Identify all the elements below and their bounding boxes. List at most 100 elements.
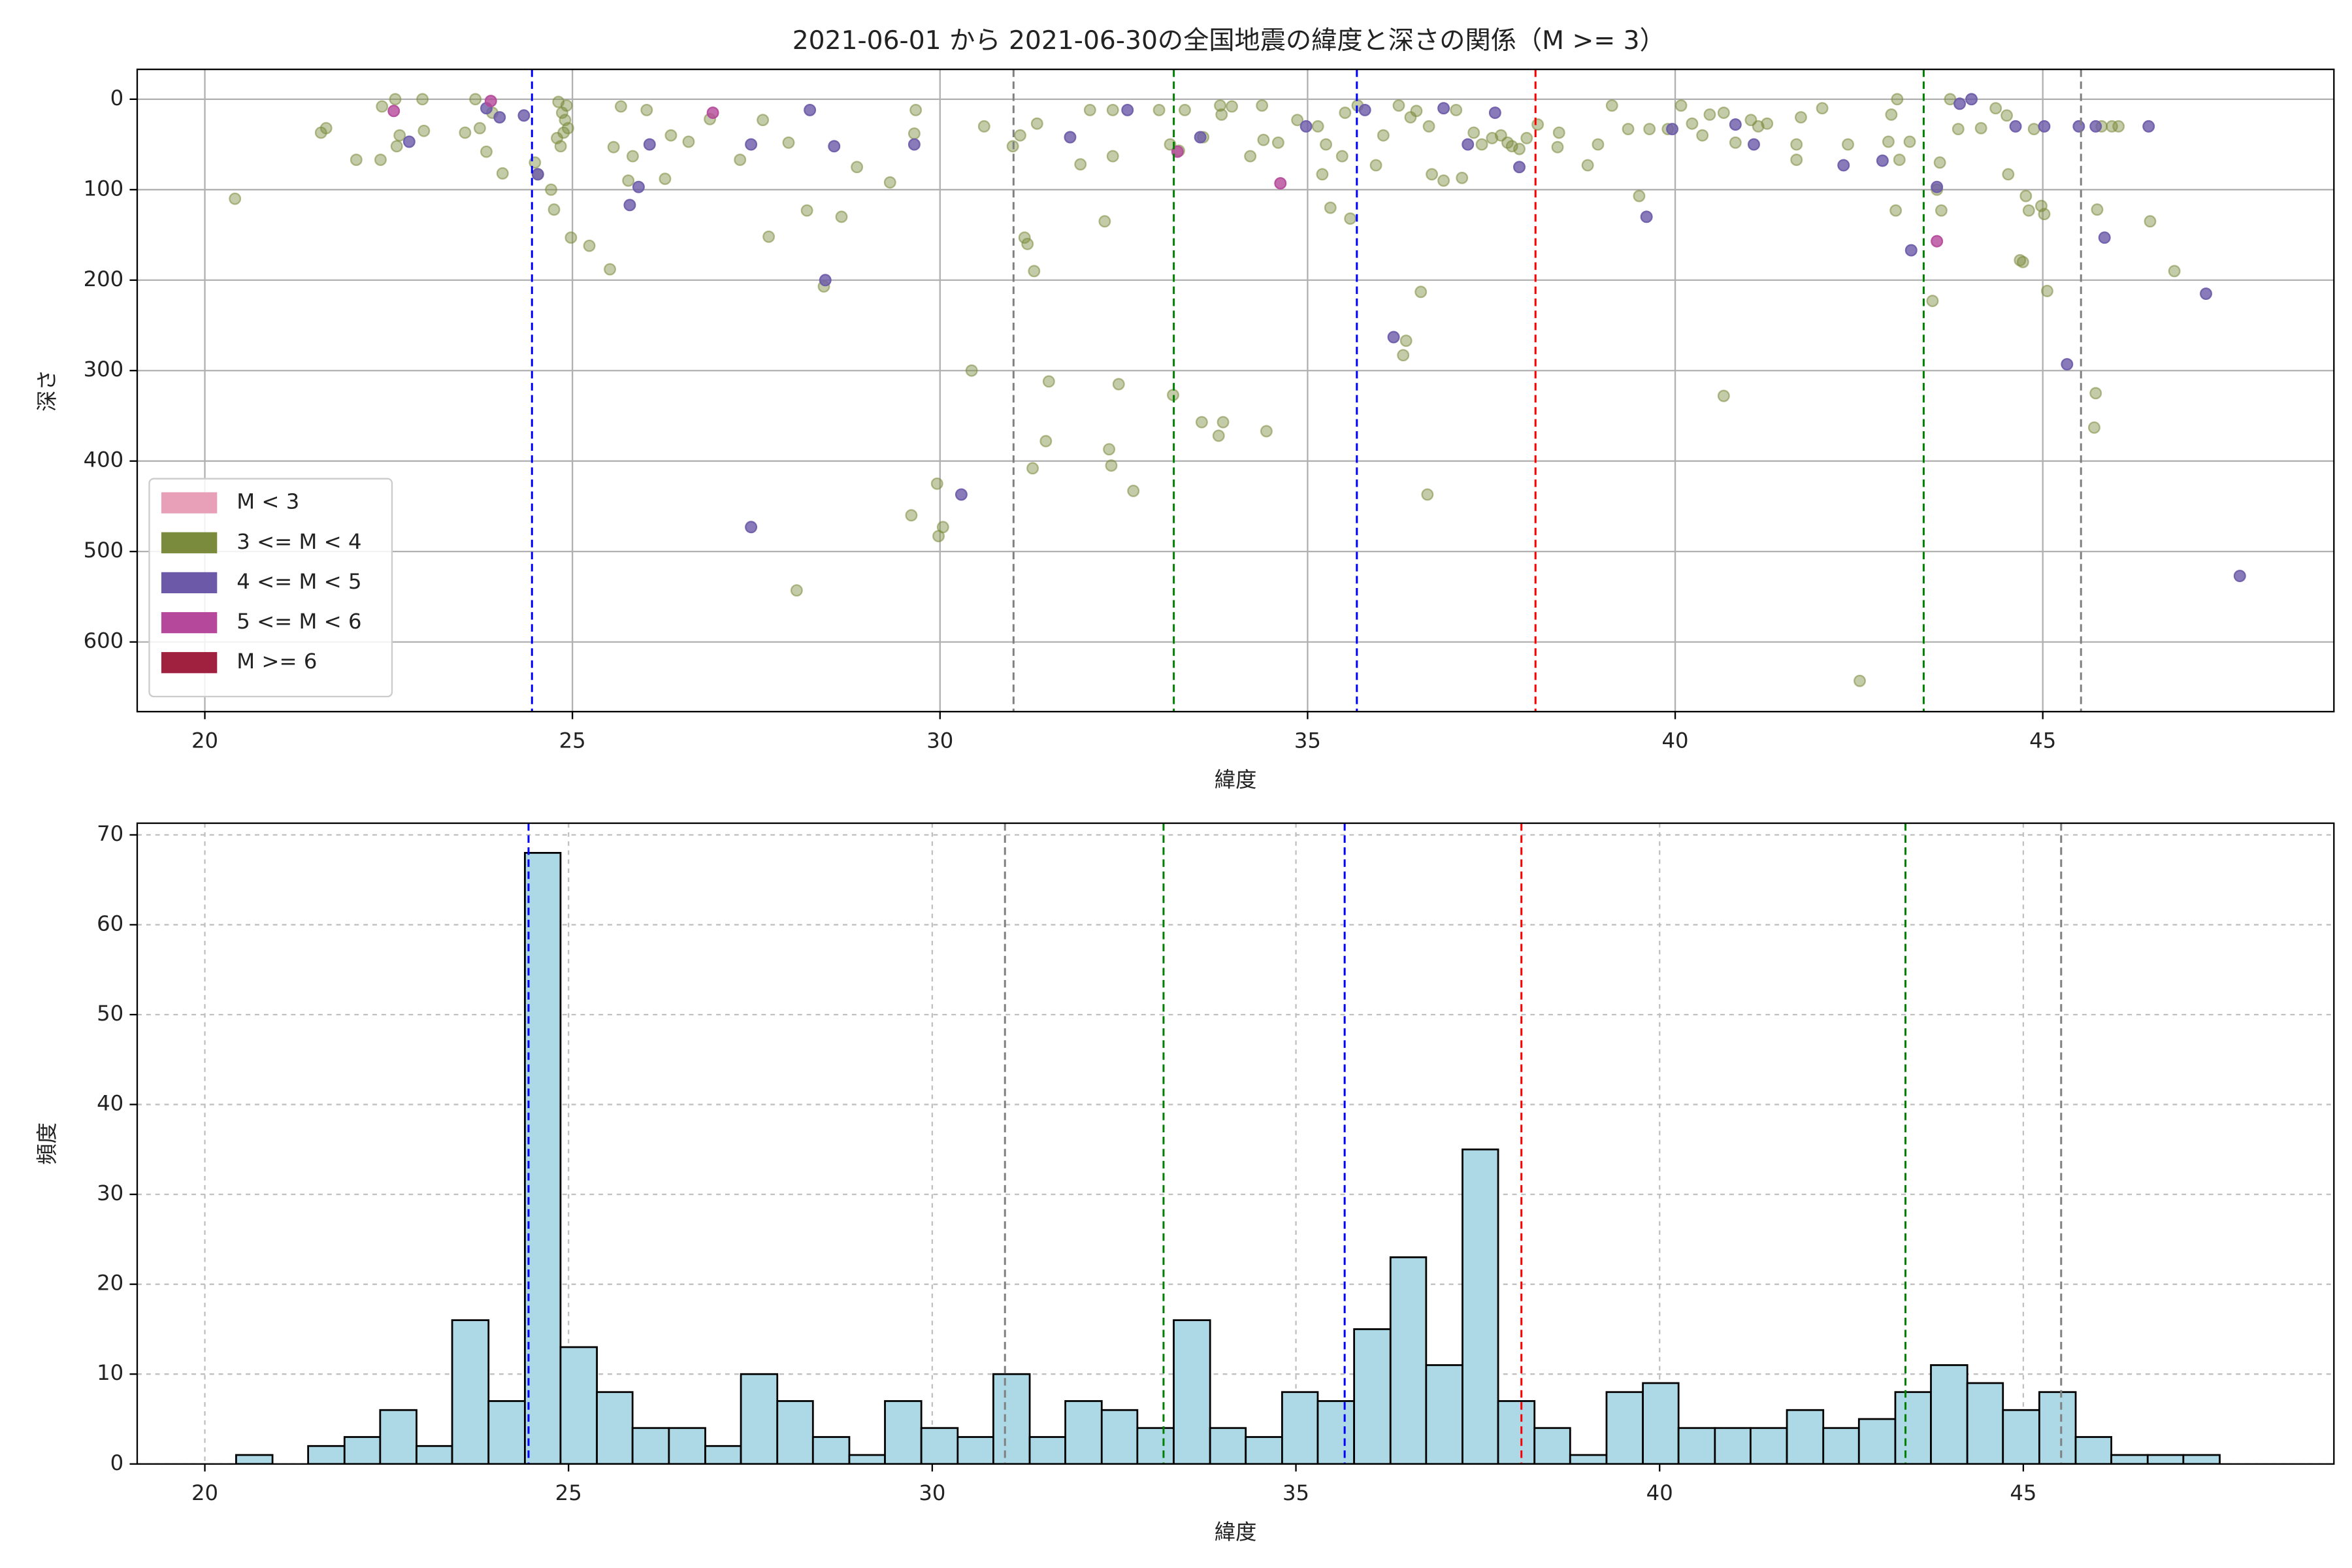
point [1074, 158, 1087, 171]
point [907, 127, 921, 140]
legend-label: 4 <= M < 5 [237, 569, 361, 594]
point [1974, 122, 1987, 135]
bar [1894, 1391, 1932, 1464]
point [804, 104, 817, 116]
point [1299, 120, 1313, 133]
bar [1605, 1391, 1644, 1464]
bar [559, 1346, 598, 1464]
point [1195, 416, 1208, 429]
point [2089, 387, 2102, 400]
point [1505, 140, 1518, 153]
point [1274, 177, 1287, 190]
legend-swatch [161, 492, 218, 514]
bar [2038, 1391, 2077, 1464]
bar [668, 1427, 706, 1464]
bar [451, 1319, 490, 1464]
bar [848, 1454, 886, 1464]
point [1421, 488, 1434, 501]
point [1674, 99, 1688, 112]
bar [1822, 1427, 1860, 1464]
point [643, 138, 656, 151]
point [977, 120, 990, 133]
point [417, 124, 431, 137]
point [930, 477, 943, 490]
point [1926, 295, 1939, 308]
point [1064, 131, 1077, 144]
bar [307, 1445, 346, 1464]
bar [1930, 1364, 1968, 1464]
legend-swatch [161, 572, 218, 594]
point [782, 136, 795, 149]
point [1112, 378, 1125, 391]
point [604, 263, 617, 276]
point [229, 192, 242, 205]
point [1358, 104, 1371, 116]
point [1397, 349, 1410, 362]
point [387, 105, 400, 118]
point [545, 183, 557, 196]
x-tick-label: 35 [1282, 1480, 1309, 1505]
bar [1425, 1364, 1463, 1464]
point [1795, 111, 1807, 124]
bar [2146, 1454, 2185, 1464]
point [1226, 100, 1238, 113]
point [757, 114, 770, 127]
point [319, 122, 333, 135]
point [790, 584, 803, 597]
chart-title: 2021-06-01 から 2021-06-30の全国地震の緯度と深さの関係（M… [792, 26, 1665, 56]
point [1320, 138, 1333, 151]
axes-frame [136, 822, 2335, 1465]
point [1903, 135, 1916, 148]
point [762, 230, 776, 243]
plot-area [235, 823, 2221, 1464]
point [955, 488, 968, 501]
bar [2182, 1454, 2221, 1464]
x-tick-label: 30 [919, 1480, 945, 1505]
y-tick-label: 300 [84, 357, 124, 382]
point [1399, 335, 1413, 347]
point [1933, 156, 1946, 169]
bar [1316, 1400, 1356, 1464]
bar [1786, 1409, 1825, 1464]
point [1729, 118, 1742, 131]
y-axis-label: 深さ [35, 369, 59, 412]
point [1106, 104, 1119, 116]
point [1462, 138, 1475, 151]
point [1761, 117, 1774, 130]
point [484, 95, 497, 108]
point [1854, 674, 1866, 687]
point [1729, 136, 1742, 149]
point [517, 109, 531, 122]
point [1021, 237, 1034, 250]
y-tick-label: 30 [97, 1181, 123, 1205]
point [1876, 154, 1889, 167]
point [1666, 123, 1679, 135]
bar [379, 1409, 417, 1464]
point [1260, 425, 1273, 438]
point [1931, 180, 1944, 193]
legend-label: M < 3 [237, 489, 299, 514]
x-tick-label: 45 [2029, 728, 2056, 753]
point [1105, 459, 1118, 472]
point [1889, 204, 1903, 217]
point [1592, 138, 1605, 151]
point [2038, 120, 2051, 133]
point [905, 509, 918, 522]
y-tick-label: 600 [84, 629, 124, 653]
point [469, 93, 482, 106]
point [2200, 287, 2212, 300]
y-tick-label: 50 [97, 1001, 123, 1026]
bar [1281, 1391, 1319, 1464]
point [1291, 114, 1304, 127]
y-tick-label: 10 [97, 1360, 123, 1385]
point [1098, 215, 1111, 228]
point [883, 176, 896, 189]
point [1891, 93, 1904, 106]
point [1965, 93, 1978, 106]
point [664, 129, 678, 142]
point [932, 530, 945, 543]
point [1256, 99, 1269, 112]
point [1437, 174, 1450, 187]
bar [1677, 1427, 1716, 1464]
point [1344, 212, 1357, 225]
